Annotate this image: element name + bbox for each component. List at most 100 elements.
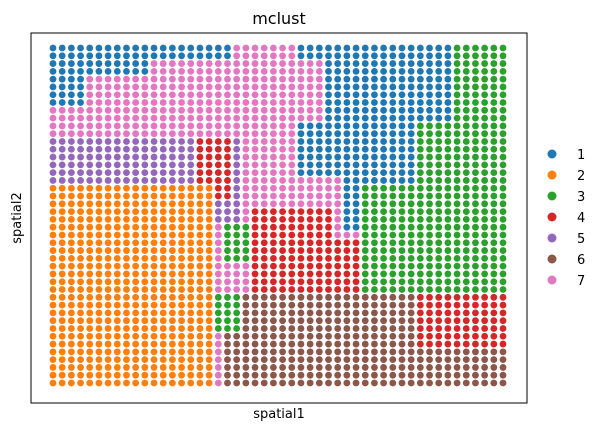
scatter-point-cluster-4: [260, 216, 268, 223]
scatter-point-cluster-3: [462, 60, 470, 67]
scatter-point-cluster-4: [270, 254, 277, 262]
scatter-point-cluster-7: [187, 130, 195, 138]
scatter-point-cluster-2: [132, 184, 140, 192]
scatter-point-cluster-4: [490, 317, 498, 325]
scatter-point-cluster-3: [361, 262, 369, 270]
scatter-point-cluster-2: [67, 254, 75, 262]
scatter-point-cluster-3: [499, 247, 507, 254]
scatter-point-cluster-2: [67, 208, 75, 216]
scatter-point-cluster-2: [86, 301, 94, 309]
scatter-point-cluster-4: [315, 270, 323, 278]
scatter-point-cluster-1: [49, 91, 57, 99]
scatter-point-cluster-2: [104, 348, 112, 356]
scatter-point-cluster-2: [132, 325, 140, 332]
scatter-point-cluster-6: [416, 348, 424, 356]
scatter-point-cluster-3: [444, 153, 452, 161]
scatter-point-cluster-5: [224, 208, 231, 216]
scatter-point-cluster-6: [297, 317, 305, 325]
legend-marker-5: [547, 233, 557, 243]
scatter-point-cluster-1: [58, 75, 66, 83]
scatter-point-cluster-5: [123, 138, 130, 145]
scatter-point-cluster-7: [242, 67, 250, 75]
scatter-point-cluster-6: [270, 325, 277, 332]
scatter-point-cluster-3: [361, 192, 369, 200]
scatter-point-cluster-4: [270, 270, 277, 278]
scatter-point-cluster-6: [389, 309, 397, 317]
scatter-point-cluster-7: [288, 192, 296, 200]
scatter-point-cluster-3: [453, 223, 461, 231]
scatter-point-cluster-5: [113, 169, 121, 177]
scatter-point-cluster-7: [159, 67, 167, 75]
scatter-point-cluster-1: [426, 67, 433, 75]
scatter-point-cluster-7: [168, 60, 176, 67]
scatter-point-cluster-2: [77, 239, 84, 247]
scatter-point-cluster-7: [224, 75, 231, 83]
scatter-point-cluster-2: [95, 278, 103, 286]
scatter-point-cluster-2: [58, 270, 66, 278]
scatter-point-cluster-1: [77, 44, 84, 52]
scatter-point-cluster-2: [86, 286, 94, 293]
scatter-point-cluster-6: [233, 348, 241, 356]
scatter-point-cluster-3: [435, 262, 443, 270]
scatter-point-cluster-1: [352, 99, 360, 106]
scatter-point-cluster-3: [481, 83, 489, 91]
scatter-point-cluster-2: [168, 278, 176, 286]
scatter-point-cluster-6: [306, 356, 314, 364]
scatter-point-cluster-6: [371, 309, 378, 317]
scatter-point-cluster-3: [407, 270, 415, 278]
scatter-point-cluster-6: [361, 293, 369, 301]
scatter-point-cluster-1: [407, 99, 415, 106]
scatter-point-cluster-6: [343, 325, 351, 332]
scatter-point-cluster-4: [426, 340, 433, 348]
scatter-point-cluster-6: [334, 325, 342, 332]
scatter-point-cluster-2: [113, 216, 121, 223]
scatter-point-cluster-7: [224, 83, 231, 91]
scatter-point-cluster-2: [168, 247, 176, 254]
scatter-point-cluster-2: [141, 340, 149, 348]
scatter-point-cluster-3: [490, 192, 498, 200]
scatter-point-cluster-2: [95, 216, 103, 223]
scatter-point-cluster-7: [288, 83, 296, 91]
scatter-point-cluster-2: [113, 278, 121, 286]
scatter-point-cluster-1: [371, 91, 378, 99]
scatter-point-cluster-2: [86, 208, 94, 216]
scatter-point-cluster-2: [86, 293, 94, 301]
scatter-point-cluster-3: [407, 223, 415, 231]
scatter-point-cluster-2: [67, 301, 75, 309]
scatter-point-cluster-6: [279, 301, 286, 309]
scatter-point-cluster-2: [178, 301, 185, 309]
scatter-point-cluster-4: [288, 278, 296, 286]
scatter-point-cluster-1: [361, 91, 369, 99]
scatter-point-cluster-4: [444, 340, 452, 348]
scatter-point-cluster-1: [132, 44, 140, 52]
scatter-point-cluster-3: [499, 91, 507, 99]
scatter-point-cluster-2: [168, 270, 176, 278]
x-axis-label: spatial1: [253, 407, 305, 422]
scatter-point-cluster-7: [251, 99, 259, 106]
scatter-point-cluster-3: [444, 177, 452, 184]
scatter-point-cluster-4: [224, 138, 231, 145]
scatter-point-cluster-2: [196, 301, 204, 309]
scatter-point-cluster-3: [499, 138, 507, 145]
scatter-point-cluster-6: [279, 293, 286, 301]
scatter-point-cluster-1: [444, 99, 452, 106]
scatter-point-cluster-3: [453, 60, 461, 67]
scatter-point-cluster-7: [297, 67, 305, 75]
scatter-point-cluster-2: [123, 309, 130, 317]
scatter-point-cluster-2: [159, 356, 167, 364]
scatter-point-cluster-6: [389, 379, 397, 387]
scatter-point-cluster-1: [343, 138, 351, 145]
scatter-point-cluster-3: [416, 122, 424, 130]
scatter-point-cluster-1: [389, 138, 397, 145]
scatter-point-cluster-1: [315, 153, 323, 161]
scatter-point-cluster-1: [389, 161, 397, 169]
scatter-point-cluster-6: [389, 317, 397, 325]
scatter-point-cluster-5: [104, 145, 112, 153]
scatter-point-cluster-6: [315, 309, 323, 317]
scatter-point-cluster-2: [86, 231, 94, 239]
scatter-point-cluster-4: [196, 153, 204, 161]
scatter-point-cluster-1: [389, 60, 397, 67]
scatter-point-cluster-7: [214, 99, 222, 106]
scatter-point-cluster-3: [444, 247, 452, 254]
scatter-point-cluster-4: [490, 325, 498, 332]
